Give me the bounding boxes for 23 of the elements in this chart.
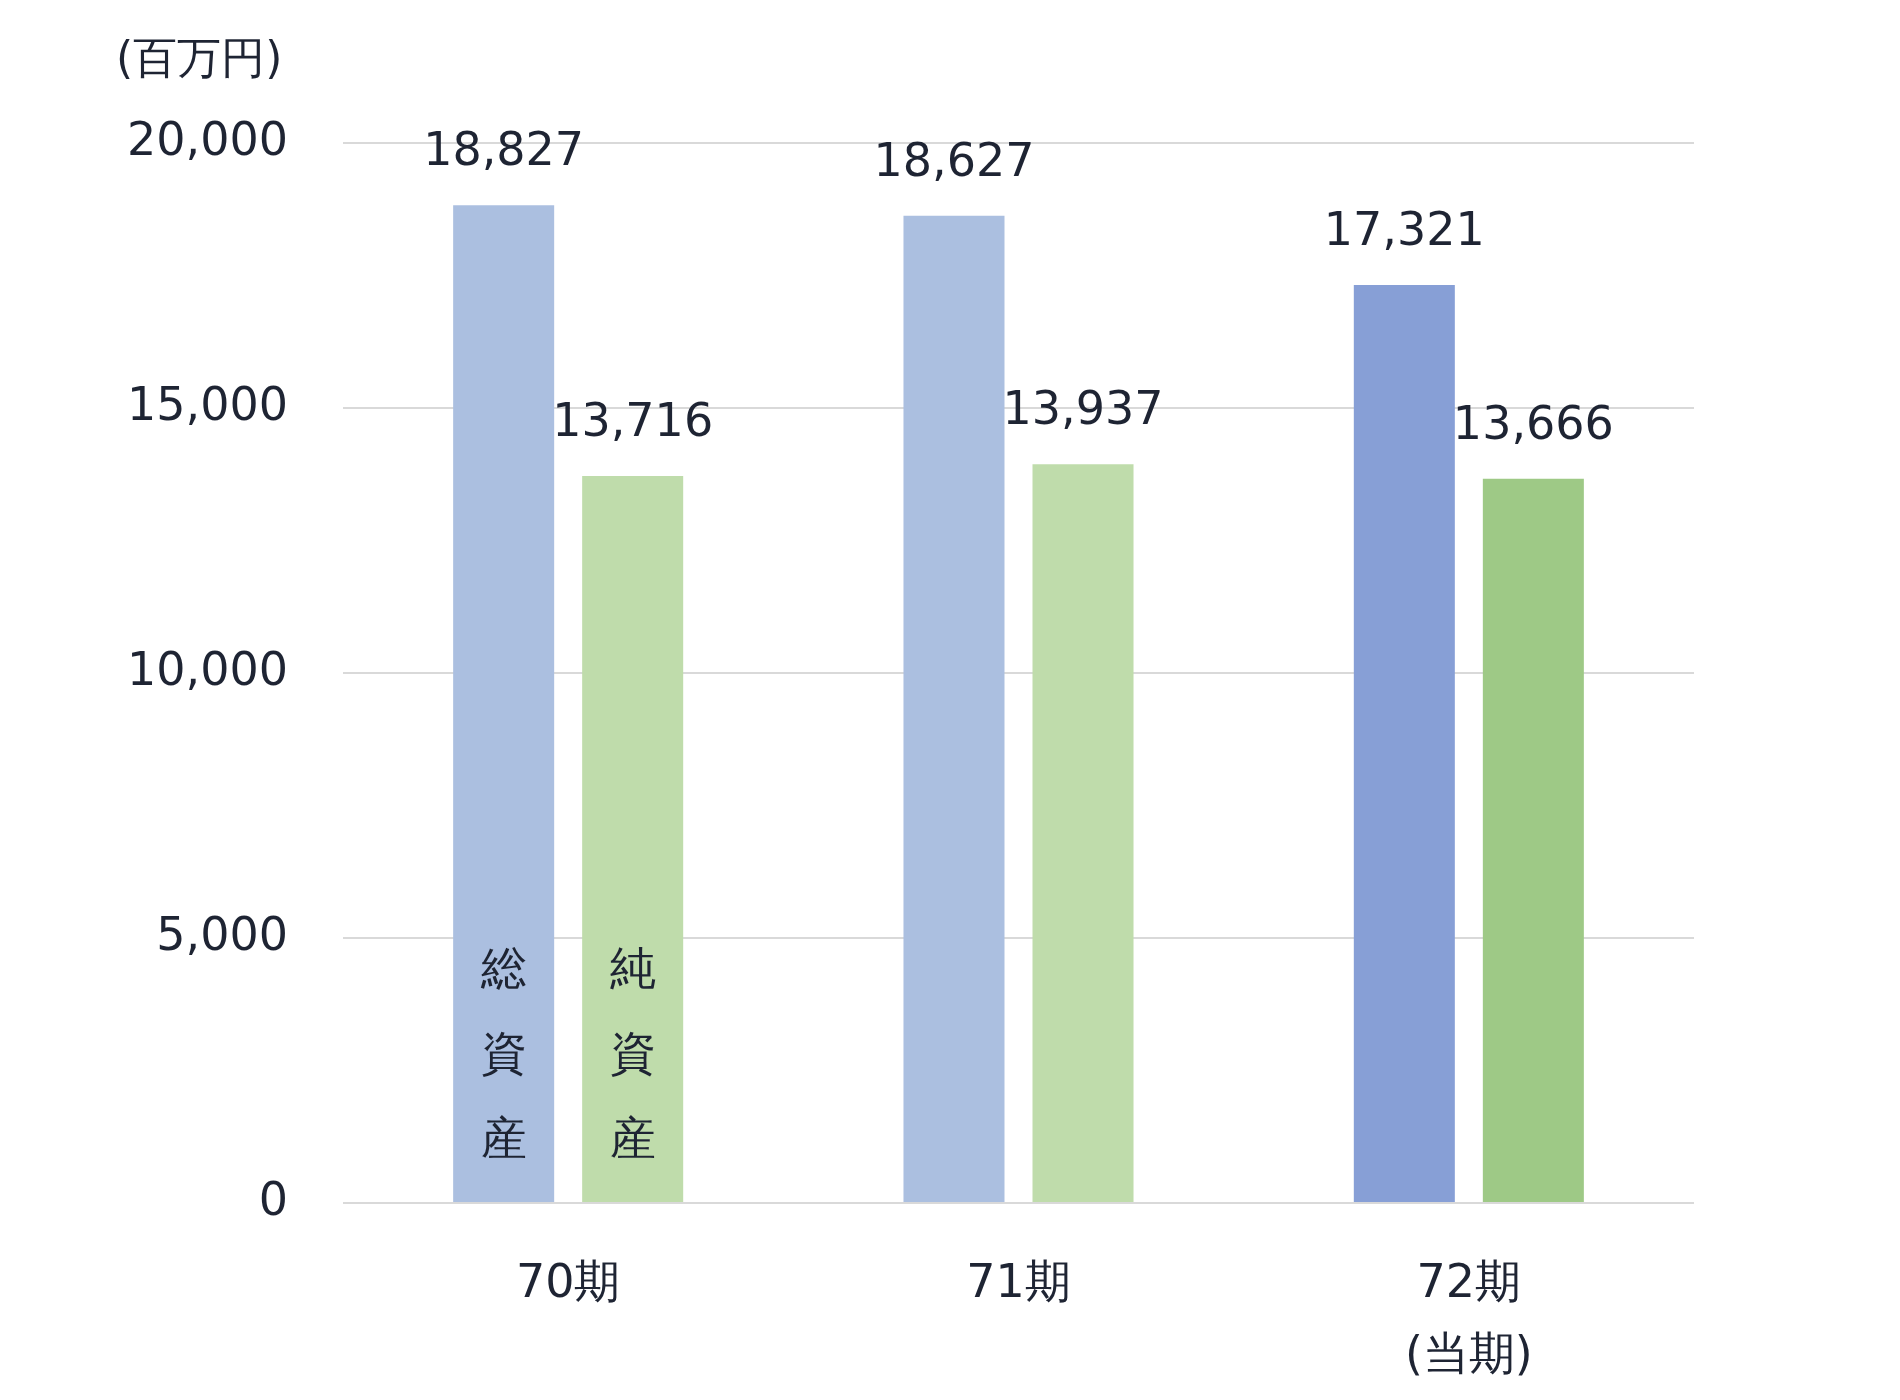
y-tick-label: 15,000: [127, 376, 288, 431]
series-label: 純資産: [609, 940, 656, 1165]
bar: [453, 205, 555, 1202]
data-label: 18,827: [423, 122, 585, 177]
y-tick-label: 20,000: [127, 111, 288, 166]
bar: [1353, 284, 1455, 1202]
bar: [1032, 464, 1134, 1202]
bar: [903, 215, 1005, 1202]
x-tick-label: 70期: [515, 1253, 621, 1308]
y-tick-label: 5,000: [156, 906, 288, 961]
y-axis-title: (百万円): [116, 32, 283, 84]
x-tick-label: 71期: [966, 1253, 1071, 1308]
data-label: 13,716: [552, 393, 714, 448]
bar: [1482, 478, 1584, 1202]
x-tick-label: 72期 (当期): [1404, 1253, 1533, 1380]
data-label: 17,321: [1323, 201, 1485, 256]
bar: [582, 476, 684, 1202]
data-label: 13,666: [1452, 395, 1614, 450]
y-tick-label: 10,000: [127, 641, 288, 696]
data-label: 18,627: [873, 132, 1035, 187]
series-label: 総資産: [479, 940, 527, 1165]
y-tick-label: 0: [258, 1171, 288, 1226]
data-label: 13,937: [1002, 381, 1164, 436]
